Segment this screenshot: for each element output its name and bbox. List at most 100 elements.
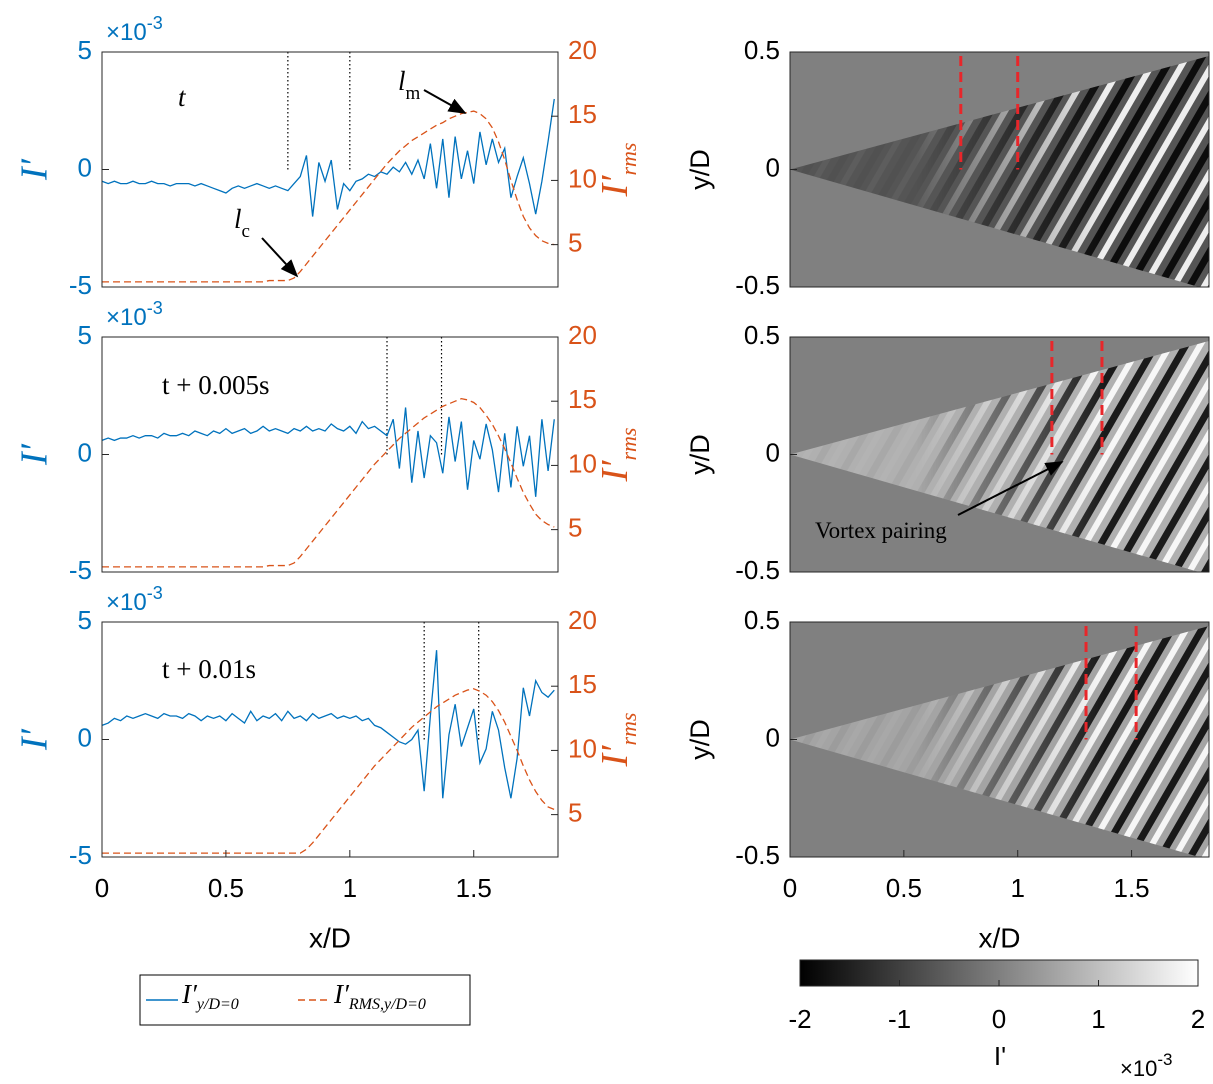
y-tick-label: 0 <box>78 437 92 467</box>
y-tick-label: -5 <box>69 555 92 585</box>
annotation: t + 0.01s <box>162 654 256 684</box>
colorbar-tick-label: 1 <box>1091 1004 1105 1034</box>
y-tick-label: -0.5 <box>735 270 780 300</box>
x-tick-label: 0 <box>95 873 109 903</box>
x-tick-label: 1.5 <box>456 873 492 903</box>
y-exponent-base: ×10 <box>106 19 147 46</box>
series-line <box>101 407 555 497</box>
y2-tick-label: 15 <box>568 99 597 129</box>
annotation-text: t + 0.005s <box>162 370 270 400</box>
y2-axis-label-main: I′ <box>594 460 636 483</box>
y-tick-label: 0.5 <box>744 35 780 65</box>
x-tick-label: 0 <box>783 873 797 903</box>
y-tick-label: 0.5 <box>744 320 780 350</box>
y2-axis-label: I′rms <box>594 143 641 198</box>
colorbar-tick-label: -1 <box>888 1004 911 1034</box>
y2-axis-label-main: I′ <box>594 175 636 198</box>
annotation: t + 0.005s <box>162 370 270 400</box>
annotation-arrow <box>957 461 1064 516</box>
vortex-stripes <box>790 341 1209 572</box>
series-line <box>102 110 555 283</box>
y2-tick-label: 10 <box>568 163 597 193</box>
y-tick-label: -0.5 <box>735 840 780 870</box>
x-axis-label: x/D <box>979 922 1021 953</box>
series-line <box>102 688 555 854</box>
y-axis-label: I′ <box>14 443 56 466</box>
vortex-stripes <box>790 626 1209 857</box>
x-tick-label: 0.5 <box>886 873 922 903</box>
y2-tick-label: 10 <box>568 448 597 478</box>
y2-tick-label: 5 <box>568 797 582 827</box>
annotation-text: Vortex pairing <box>815 518 947 543</box>
plot-area <box>102 52 558 287</box>
x-tick-label: 1 <box>1010 873 1024 903</box>
y-exponent-base: ×10 <box>106 589 147 616</box>
y-tick-label: 0 <box>78 152 92 182</box>
y2-tick-label: 10 <box>568 733 597 763</box>
x-axis-label: x/D <box>309 922 351 953</box>
annotation-arrow <box>423 89 467 114</box>
y-tick-label: 0 <box>78 722 92 752</box>
y2-tick-label: 20 <box>568 35 597 65</box>
vortex-stripes <box>790 56 1209 287</box>
y-tick-label: 5 <box>78 35 92 65</box>
colorbar-tick-label: 0 <box>992 1004 1006 1034</box>
y-exponent: ×10-3 <box>106 13 163 47</box>
y2-axis-label-sub: rms <box>616 143 641 176</box>
colorbar-exponent-power: -3 <box>1157 1050 1172 1069</box>
y2-tick-label: 20 <box>568 320 597 350</box>
y2-axis-label: I′rms <box>594 428 641 483</box>
y2-axis-label-sub: rms <box>616 713 641 746</box>
y2-tick-label: 5 <box>568 512 582 542</box>
y-tick-label: -5 <box>69 270 92 300</box>
y-tick-label: -0.5 <box>735 555 780 585</box>
y-axis-label: y/D <box>685 719 715 760</box>
colorbar-tick-label: 2 <box>1191 1004 1205 1034</box>
colorbar-exponent-base: ×10 <box>1120 1056 1157 1081</box>
x-tick-label: 1.5 <box>1113 873 1149 903</box>
x-tick-label: 0.5 <box>208 873 244 903</box>
annotation-text: t + 0.01s <box>162 654 256 684</box>
legend-sub: RMS,y/D=0 <box>348 996 426 1013</box>
legend-name: I′ <box>181 979 198 1009</box>
annotation-text: l <box>234 204 242 234</box>
y-tick-label: 0 <box>766 437 780 467</box>
y2-tick-label: 20 <box>568 605 597 635</box>
y2-axis-label-sub: rms <box>616 428 641 461</box>
legend-label: I′RMS,y/D=0 <box>333 979 426 1013</box>
y-tick-label: 5 <box>78 605 92 635</box>
annotation-arrow <box>261 237 299 278</box>
annotation-text: t <box>178 82 187 112</box>
annotation-text: l <box>398 66 406 96</box>
annotation-sub: c <box>242 221 250 242</box>
plot-area <box>102 622 558 857</box>
y-exponent: ×10-3 <box>106 583 163 617</box>
y-tick-label: 5 <box>78 320 92 350</box>
y-axis-label: I′ <box>14 158 56 181</box>
annotation: lm <box>398 66 421 104</box>
annotation: Vortex pairing <box>815 518 947 543</box>
legend-label: I′y/D=0 <box>181 979 239 1013</box>
y-axis-label: y/D <box>685 149 715 190</box>
y-exponent-power: -3 <box>147 583 163 603</box>
y-exponent-power: -3 <box>147 13 163 33</box>
y-exponent: ×10-3 <box>106 298 163 332</box>
colorbar-tick-label: -2 <box>788 1004 811 1034</box>
series-line <box>101 650 555 799</box>
y2-axis-label: I′rms <box>594 713 641 768</box>
y-tick-label: 0.5 <box>744 605 780 635</box>
series-line <box>101 98 555 217</box>
annotation: t <box>178 82 187 112</box>
y-tick-label: 0 <box>766 722 780 752</box>
x-tick-label: 1 <box>343 873 357 903</box>
colorbar-label: I' <box>994 1041 1006 1071</box>
annotation: lc <box>234 204 250 242</box>
y2-axis-label-main: I′ <box>594 745 636 768</box>
y-axis-label: I′ <box>14 728 56 751</box>
colorbar-exponent: ×10-3 <box>1120 1050 1172 1081</box>
y-exponent-base: ×10 <box>106 304 147 331</box>
y-axis-label: y/D <box>685 434 715 475</box>
y-tick-label: -5 <box>69 840 92 870</box>
